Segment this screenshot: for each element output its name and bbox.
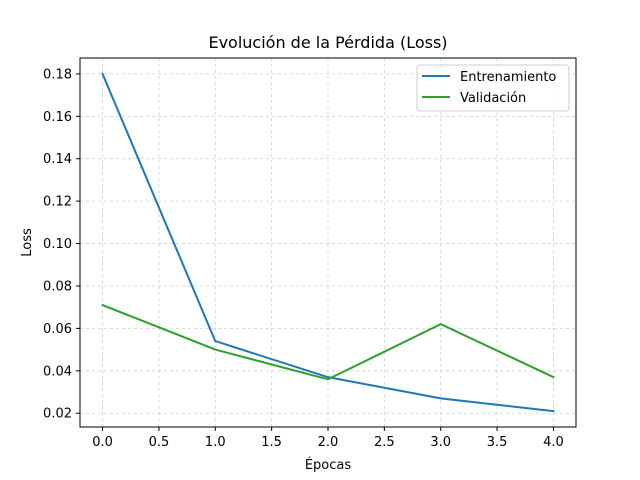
x-tick-label: 0.5 <box>149 435 170 450</box>
y-tick-label: 0.08 <box>43 279 72 294</box>
legend-box <box>416 64 570 112</box>
x-tick-label: 3.5 <box>487 435 508 450</box>
legend-label-entrenamiento: Entrenamiento <box>460 70 556 85</box>
x-tick-label: 1.5 <box>261 435 282 450</box>
x-axis-label: Épocas <box>305 457 352 473</box>
chart-title: Evolución de la Pérdida (Loss) <box>208 33 447 52</box>
series-line-entrenamiento <box>101 72 555 413</box>
y-tick-label: 0.04 <box>43 364 72 379</box>
x-tick-label: 4.0 <box>543 435 564 450</box>
y-tick-label: 0.02 <box>43 407 72 422</box>
x-tick-label: 0.0 <box>92 435 113 450</box>
x-tick-label: 2.0 <box>318 435 339 450</box>
legend: Entrenamiento Validación <box>416 64 570 112</box>
x-tick-label: 1.0 <box>205 435 226 450</box>
y-tick-label: 0.16 <box>43 110 72 125</box>
x-tick-label: 3.0 <box>430 435 451 450</box>
y-axis-label: Loss <box>20 228 35 257</box>
y-tick-label: 0.12 <box>43 195 72 210</box>
legend-label-validacion: Validación <box>460 91 526 106</box>
y-axis: 0.02 0.04 0.06 0.08 0.10 0.12 0.14 0.16 0.18 <box>43 67 80 422</box>
grid <box>80 58 576 427</box>
y-tick-label: 0.10 <box>43 237 72 252</box>
y-tick-label: 0.06 <box>43 322 72 337</box>
x-axis: 0.0 0.5 1.0 1.5 2.0 2.5 3.0 3.5 4.0 <box>92 427 564 450</box>
y-tick-label: 0.14 <box>43 152 72 167</box>
series-line-validacion <box>101 303 555 381</box>
series-lines <box>101 72 555 413</box>
y-tick-label: 0.18 <box>43 67 72 82</box>
x-tick-label: 2.5 <box>374 435 395 450</box>
